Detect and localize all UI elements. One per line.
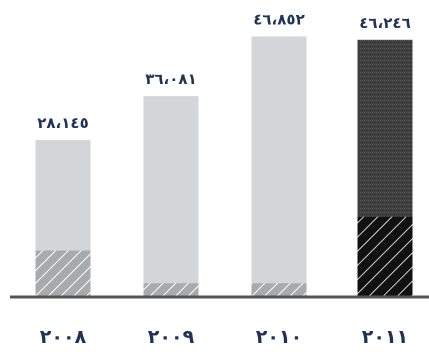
category-label-1: ٢٠٠٩ <box>148 326 195 348</box>
bar-hatched-segment-2 <box>251 283 307 296</box>
bar-1 <box>143 96 199 296</box>
value-label-2: ٤٦،٨٥٢ <box>253 10 304 28</box>
value-label-1: ٣٦،٠٨١ <box>145 70 196 88</box>
category-label-3: ٢٠١١ <box>362 326 408 348</box>
labels-group: ٢٨،١٤٥ ٢٠٠٨ ٣٦،٠٨١ ٢٠٠٩ ٤٦،٨٥٢ ٢٠١٠ ٤٦،٢٤٦ ٢٠١١ <box>37 10 410 348</box>
category-label-0: ٢٠٠٨ <box>40 326 87 348</box>
bar-2 <box>251 36 307 297</box>
bar-hatched-segment-3 <box>357 216 413 296</box>
value-label-0: ٢٨،١٤٥ <box>37 114 88 132</box>
bar-hatched-segment-1 <box>143 283 199 296</box>
category-label-2: ٢٠١٠ <box>256 326 302 348</box>
bar-hatched-segment-0 <box>35 250 91 296</box>
bars-group <box>35 36 413 297</box>
value-label-3: ٤٦،٢٤٦ <box>359 14 410 32</box>
